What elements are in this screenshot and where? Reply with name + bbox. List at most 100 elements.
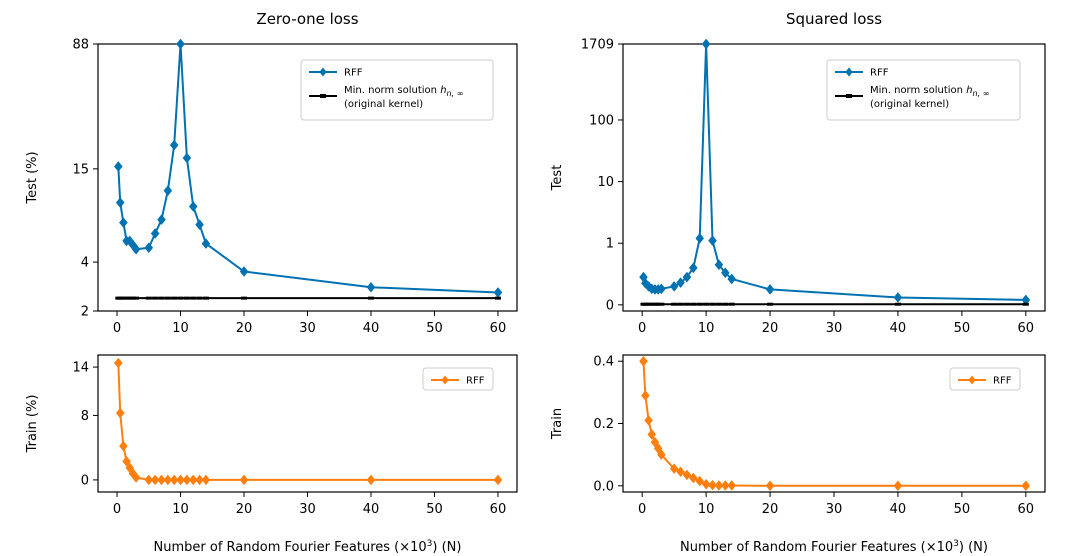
data-point bbox=[669, 280, 679, 292]
x-tick-label: 30 bbox=[826, 502, 843, 517]
data-point bbox=[893, 480, 903, 492]
legend-label: RFF bbox=[344, 68, 363, 79]
data-point bbox=[115, 197, 125, 208]
x-tick-label: 30 bbox=[299, 502, 316, 517]
data-point bbox=[765, 284, 775, 295]
legend: RFF bbox=[949, 367, 1021, 391]
data-point bbox=[682, 271, 692, 283]
data-point bbox=[176, 38, 185, 50]
data-point bbox=[727, 273, 737, 285]
x-tick-label: 0 bbox=[113, 321, 121, 336]
data-point bbox=[188, 201, 198, 212]
x-tick-label: 20 bbox=[762, 321, 779, 336]
x-tick-label: 60 bbox=[1018, 502, 1035, 517]
y-tick-label: 0.2 bbox=[593, 417, 614, 432]
legend-label: (original kernel) bbox=[870, 99, 949, 110]
data-point bbox=[720, 267, 730, 279]
data-point bbox=[119, 217, 128, 229]
data-point bbox=[176, 474, 185, 486]
y-axis-label: Train (%) bbox=[25, 395, 40, 454]
data-point bbox=[182, 152, 192, 164]
data-point bbox=[239, 474, 249, 486]
data-point bbox=[714, 259, 724, 271]
x-tick-label: 20 bbox=[236, 321, 253, 336]
data-point bbox=[676, 466, 685, 478]
x-tick-label: 40 bbox=[363, 321, 380, 336]
x-tick-label: 50 bbox=[954, 502, 971, 517]
data-point bbox=[169, 139, 179, 151]
chart-squared-train: 0 10 20 30 40 50 60 0.0 0.2 0.4 Train Number of Ran… bbox=[550, 354, 1046, 555]
data-point bbox=[493, 474, 503, 486]
y-tick-label: 14 bbox=[72, 361, 89, 376]
data-point bbox=[657, 283, 666, 295]
y-tick-label: 88 bbox=[72, 38, 89, 53]
data-point bbox=[163, 474, 173, 486]
data-point bbox=[720, 480, 730, 491]
legend-marker bbox=[441, 375, 449, 385]
data-point bbox=[676, 277, 685, 289]
data-point bbox=[893, 292, 903, 303]
x-tick-label: 10 bbox=[172, 321, 189, 336]
chart-title: Squared loss bbox=[786, 10, 882, 28]
legend-box bbox=[300, 59, 494, 121]
x-tick-label: 60 bbox=[490, 502, 507, 517]
legend-marker bbox=[319, 67, 327, 77]
y-tick-label: 0.4 bbox=[593, 355, 614, 370]
chart-zero-one-train: 0 10 20 30 40 50 60 0 8 14 Train (%) Number of Rand… bbox=[25, 354, 518, 555]
y-tick-label: 0 bbox=[81, 473, 89, 488]
legend: RFF Min. norm solution hn, ∞(original ker… bbox=[300, 59, 494, 121]
data-point bbox=[639, 355, 648, 367]
y-tick-label: 8 bbox=[81, 409, 89, 424]
x-tick-label: 30 bbox=[826, 321, 843, 336]
data-point bbox=[765, 480, 775, 492]
data-point bbox=[195, 474, 204, 486]
y-axis-label: Train bbox=[550, 408, 565, 440]
series-rff bbox=[113, 38, 503, 298]
legend-label: Min. norm solution hn, ∞ bbox=[870, 85, 989, 98]
data-point bbox=[727, 480, 737, 491]
data-point bbox=[115, 407, 125, 419]
chart-squared-test: Squared loss 0 10 20 30 40 50 60 0 1 10 100 1709 Test… bbox=[550, 10, 1046, 336]
data-point bbox=[1021, 480, 1031, 492]
data-point bbox=[201, 238, 211, 249]
y-tick-label: 4 bbox=[81, 256, 89, 271]
data-point bbox=[714, 480, 724, 491]
x-tick-label: 10 bbox=[698, 502, 715, 517]
data-point bbox=[708, 479, 717, 491]
series-rff bbox=[113, 357, 503, 486]
data-point bbox=[695, 232, 705, 244]
legend-label: RFF bbox=[870, 68, 889, 79]
data-point bbox=[150, 228, 160, 239]
legend: RFF bbox=[422, 367, 494, 391]
chart-zero-one-test: Zero-one loss 0 10 20 30 40 50 60 2 4 15 88 Test (%)… bbox=[25, 10, 518, 336]
x-axis-label: Number of Random Fourier Features (×103)… bbox=[680, 539, 988, 555]
data-point bbox=[695, 475, 705, 487]
legend-label: (original kernel) bbox=[344, 99, 423, 110]
data-point bbox=[682, 469, 692, 481]
x-tick-label: 30 bbox=[299, 321, 316, 336]
data-point bbox=[689, 262, 698, 274]
x-tick-label: 10 bbox=[172, 502, 189, 517]
y-tick-label: 100 bbox=[589, 113, 614, 128]
legend: RFF Min. norm solution hn, ∞(original ker… bbox=[826, 59, 1021, 121]
x-tick-label: 50 bbox=[426, 502, 443, 517]
y-tick-label: 2 bbox=[81, 305, 89, 320]
data-point bbox=[119, 440, 128, 452]
series-rff bbox=[639, 355, 1031, 492]
data-point bbox=[701, 38, 711, 50]
data-point bbox=[144, 242, 154, 254]
legend-box bbox=[826, 59, 1021, 121]
legend-marker bbox=[845, 67, 853, 77]
y-tick-label: 0.0 bbox=[593, 479, 614, 494]
data-point bbox=[239, 266, 249, 277]
data-point bbox=[131, 472, 141, 483]
data-point bbox=[689, 472, 698, 484]
y-tick-label: 1709 bbox=[581, 38, 614, 53]
chart-title: Zero-one loss bbox=[256, 10, 358, 28]
data-point bbox=[144, 474, 154, 486]
x-tick-label: 60 bbox=[1018, 321, 1035, 336]
x-tick-label: 10 bbox=[698, 321, 715, 336]
x-tick-label: 50 bbox=[954, 321, 971, 336]
x-axis-label: Number of Random Fourier Features (×103)… bbox=[154, 539, 462, 555]
